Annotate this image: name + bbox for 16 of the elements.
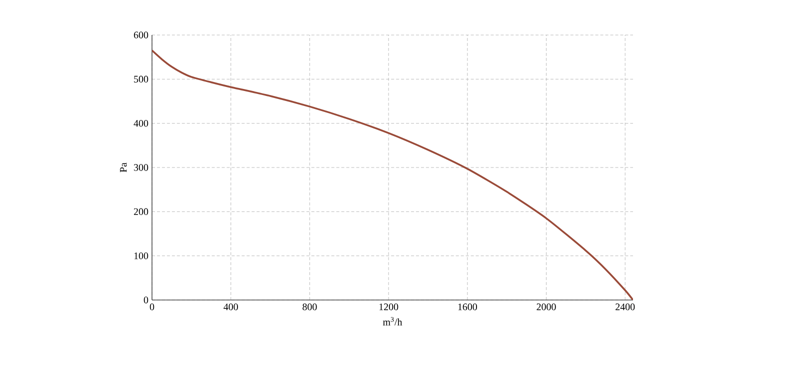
x-tick-label: 1600 bbox=[458, 304, 478, 310]
y-tick-label: 400 bbox=[134, 120, 148, 127]
y-tick-label: 100 bbox=[134, 252, 148, 260]
x-tick-label: 400 bbox=[224, 304, 238, 310]
x-tick-label: 2400 bbox=[616, 304, 635, 310]
x-tick-label: 0 bbox=[150, 304, 154, 310]
x-axis-title: m$^{3}$/h bbox=[382, 317, 402, 326]
y-tick-label: 200 bbox=[134, 208, 148, 216]
y-tick-label: 600 bbox=[134, 32, 148, 38]
y-tick-label: 500 bbox=[134, 76, 148, 83]
x-tick-label: 1200 bbox=[379, 304, 398, 310]
y-tick-label: 0 bbox=[144, 296, 148, 304]
y-tick-label: 300 bbox=[134, 164, 148, 171]
y-axis-title: Pa bbox=[120, 162, 127, 172]
x-tick-label: 2000 bbox=[536, 304, 556, 310]
x-tick-label: 800 bbox=[302, 304, 317, 310]
